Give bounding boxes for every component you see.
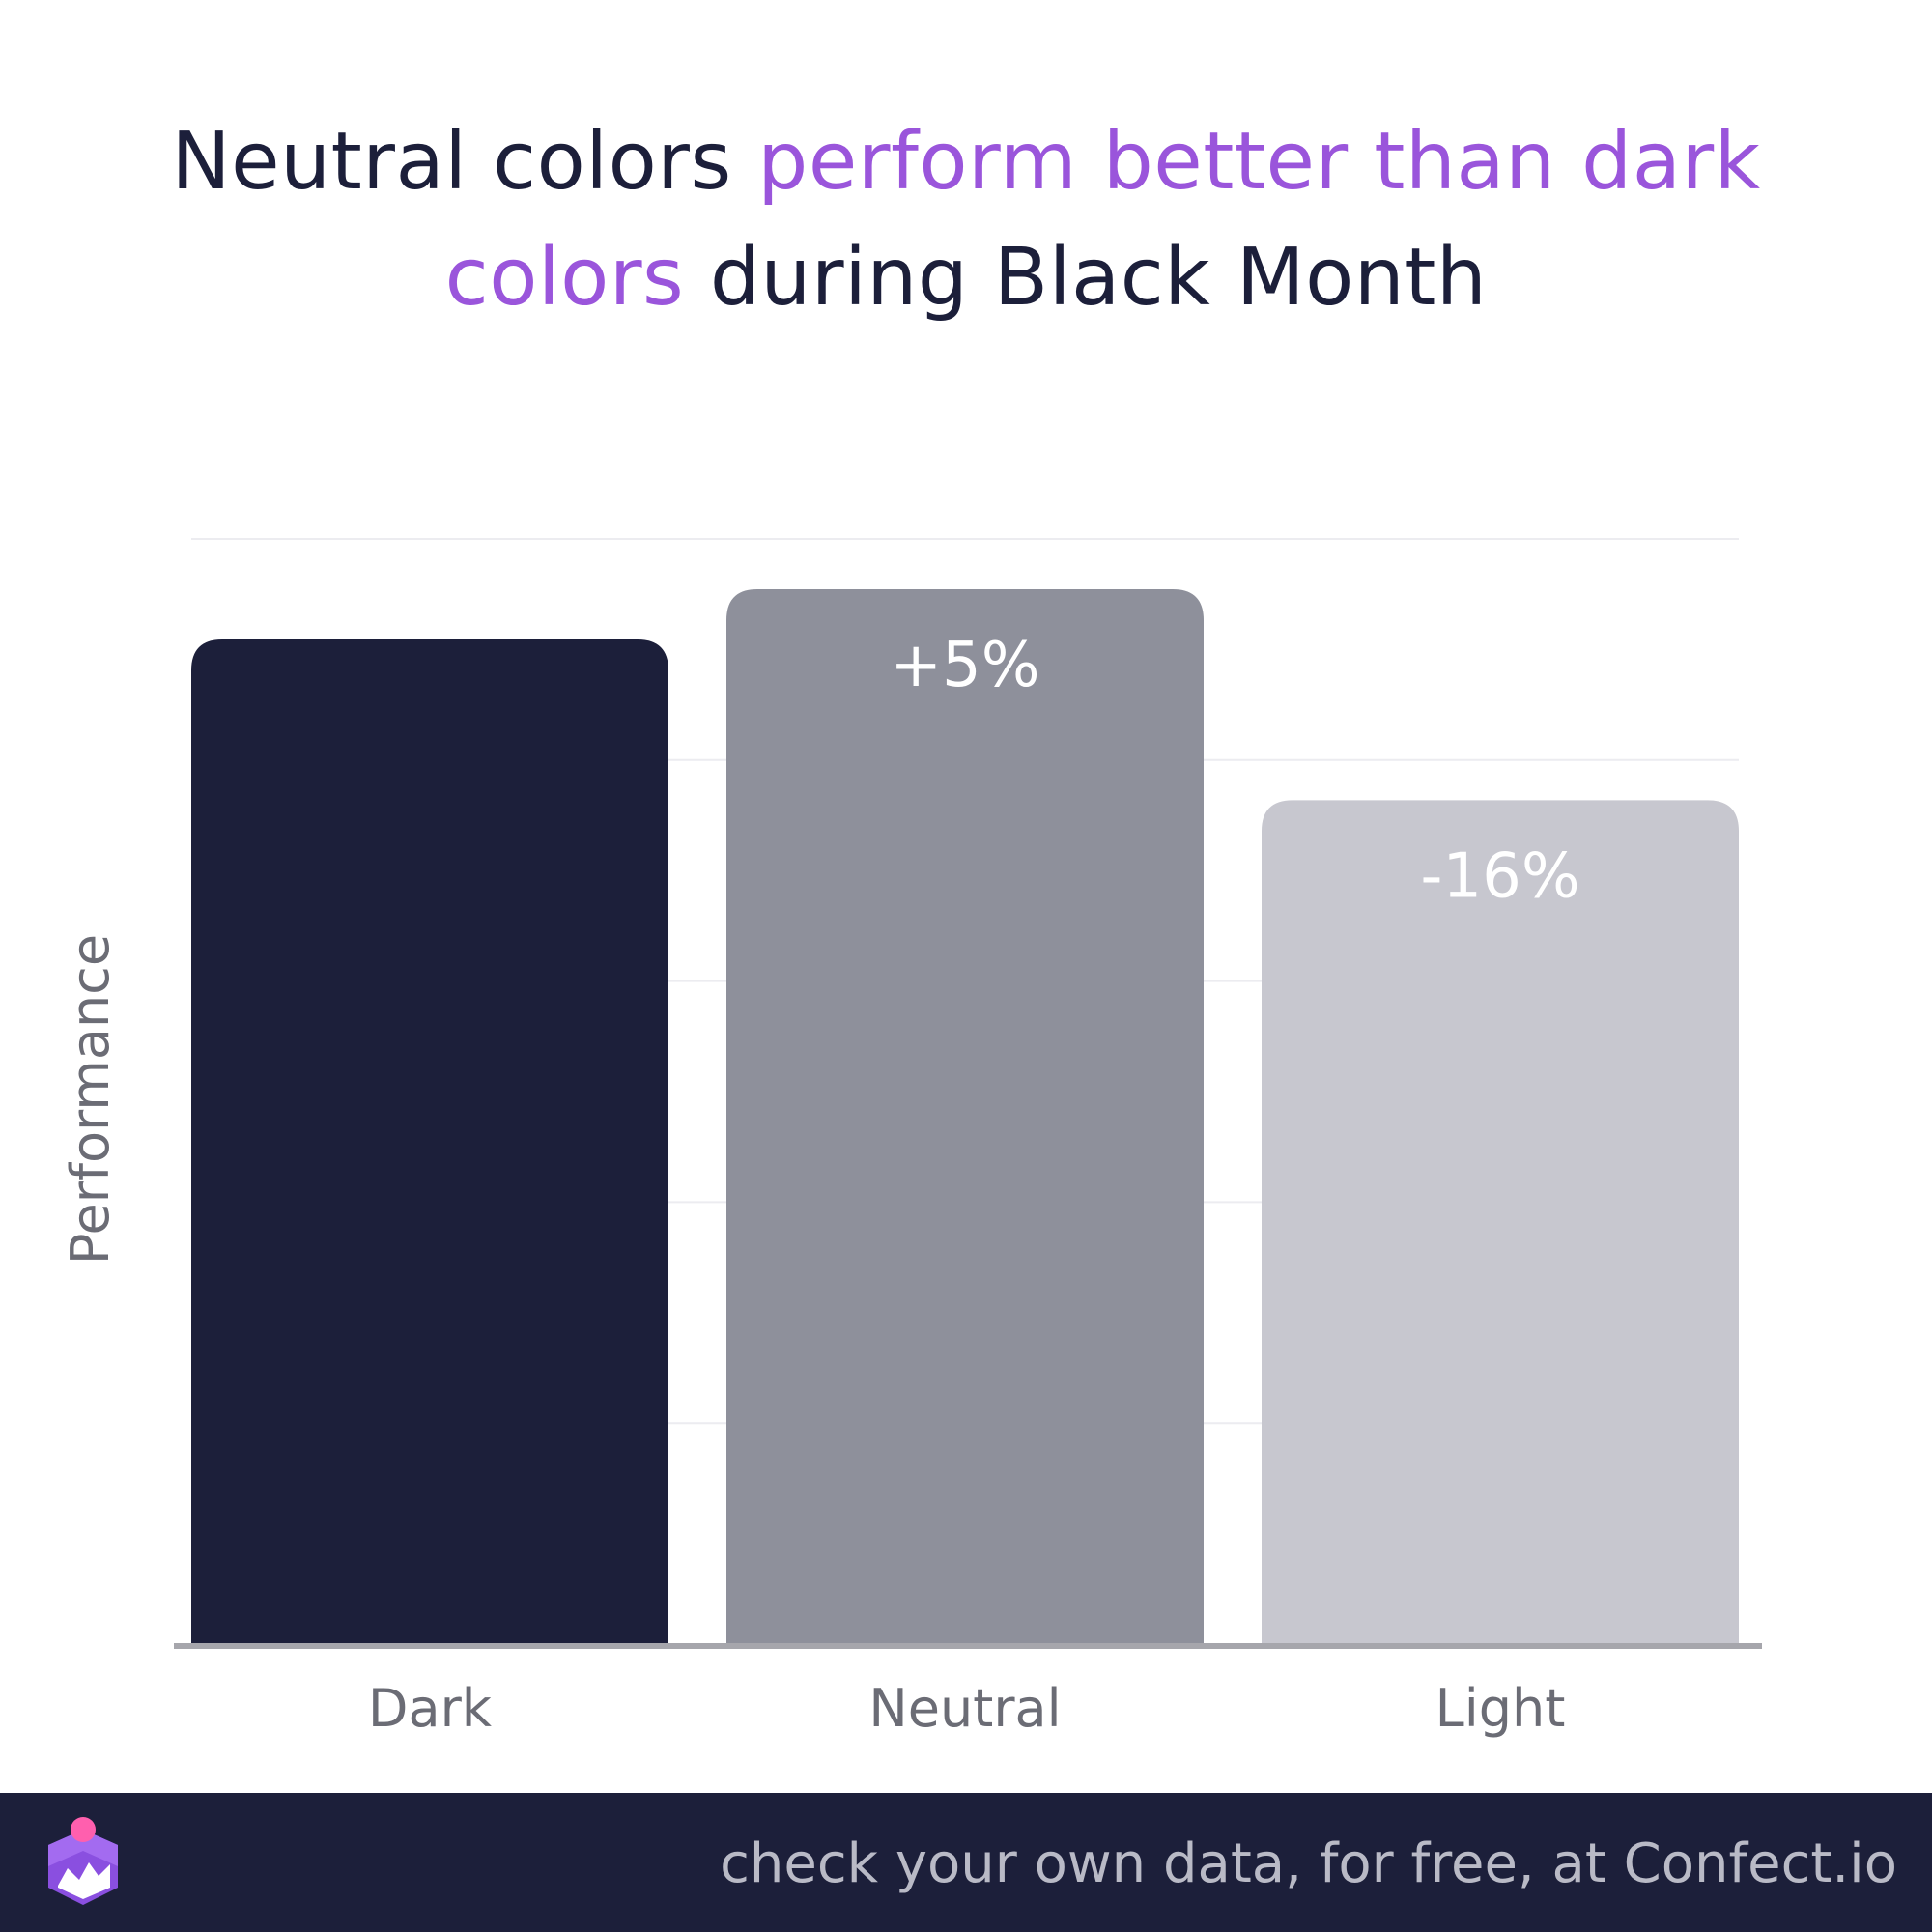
title-part-2-highlight: perform better than dark colors (444, 116, 1761, 324)
data-labels: +5% -16% (890, 630, 1579, 912)
bars (191, 589, 1739, 1644)
x-tick-label-dark: Dark (368, 1678, 493, 1739)
title-part-3: during Black Month (684, 232, 1488, 324)
x-tick-label-light: Light (1435, 1678, 1566, 1739)
bar-light (1262, 800, 1739, 1644)
chart-title: Neutral colors perform better than dark … (97, 104, 1835, 336)
y-axis-label: Performance (60, 934, 121, 1264)
footer-bar: check your own data, for free, at Confec… (0, 1793, 1932, 1932)
data-label-neutral: +5% (890, 630, 1039, 701)
bar-dark (191, 639, 668, 1644)
confect-logo-icon (48, 1817, 118, 1905)
x-tick-label-neutral: Neutral (868, 1678, 1061, 1739)
data-label-light: -16% (1420, 840, 1579, 912)
x-tick-labels: Dark Neutral Light (368, 1678, 1565, 1739)
footer-text: check your own data, for free, at Confec… (720, 1833, 1897, 1895)
bar-neutral (726, 589, 1204, 1644)
bar-chart: +5% -16% Dark Neutral Light Performance (60, 538, 1762, 1739)
title-part-1: Neutral colors (171, 116, 758, 208)
